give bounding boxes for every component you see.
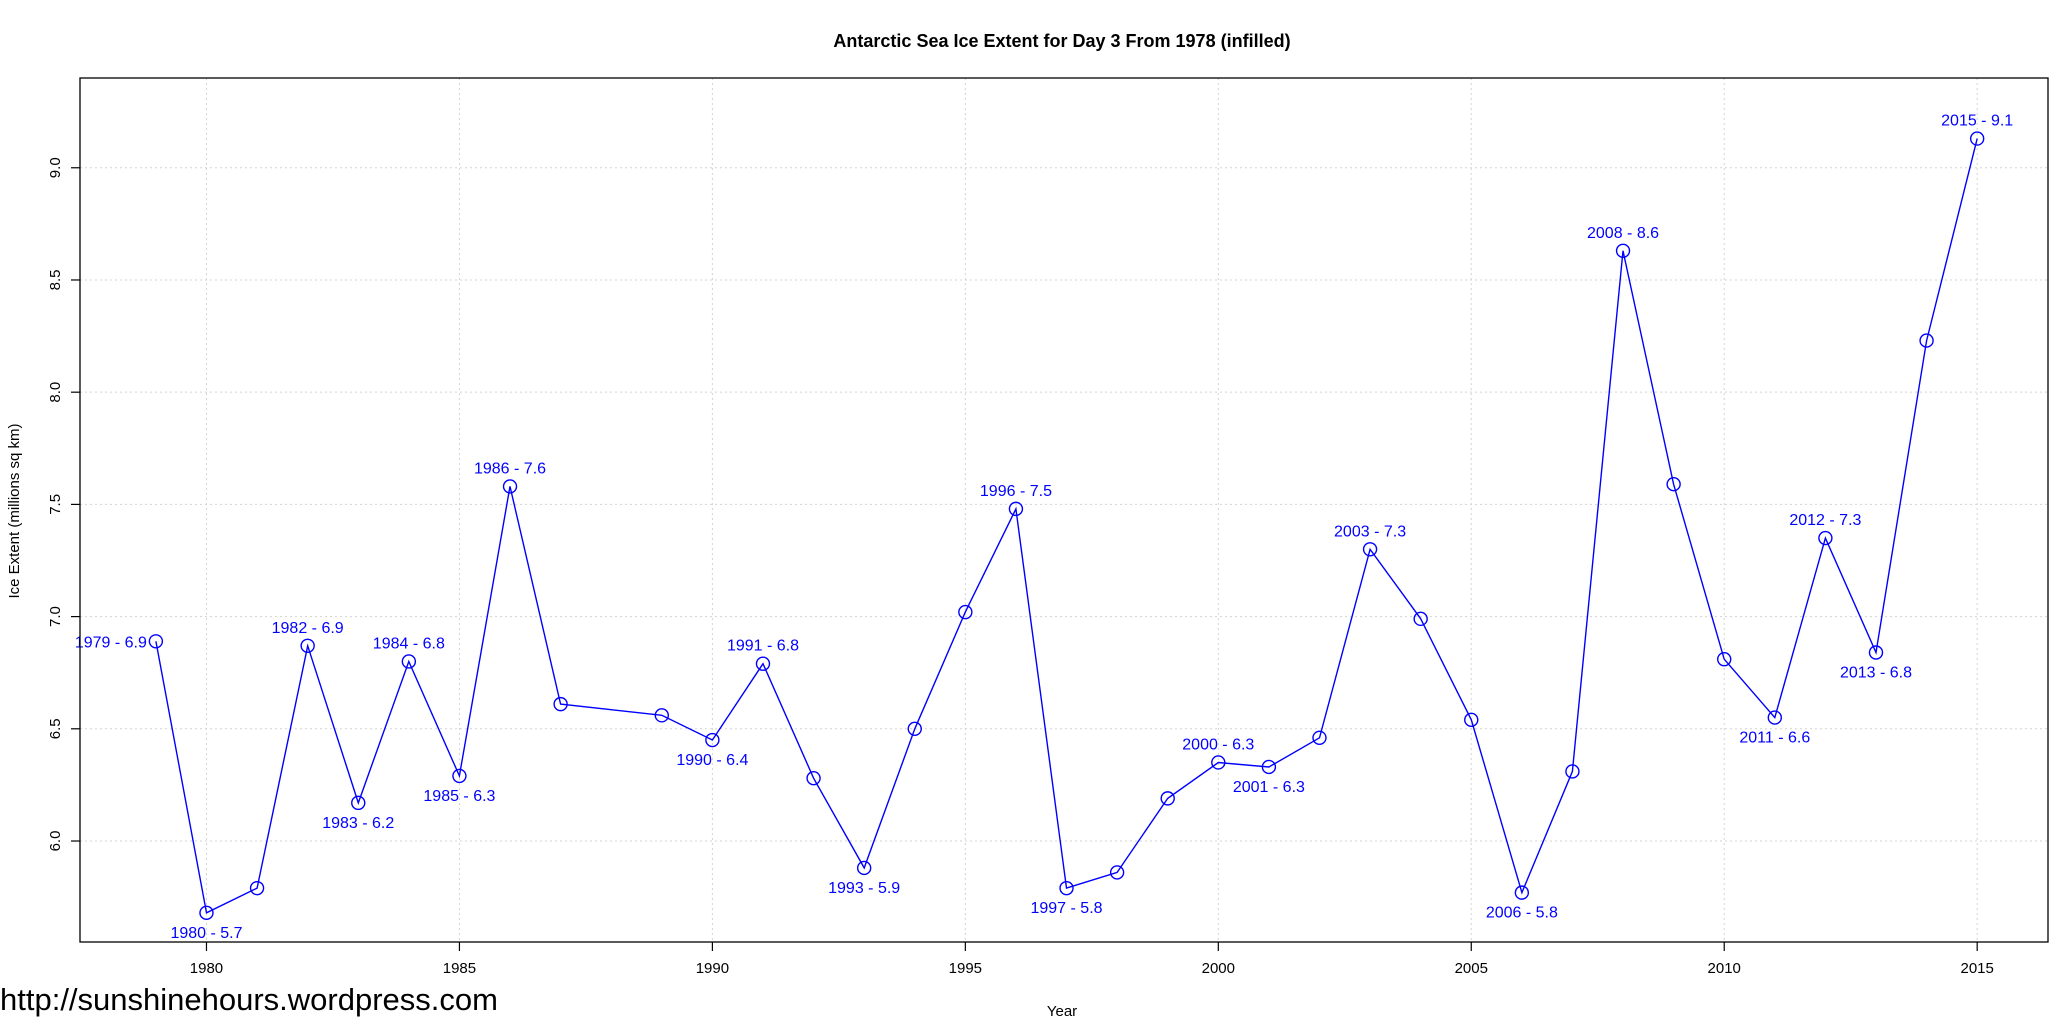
data-label: 2012 - 7.3 <box>1789 512 1861 529</box>
data-point <box>1362 542 1378 557</box>
x-tick-label: 1985 <box>443 960 476 977</box>
data-point <box>351 795 366 811</box>
watermark-url: http://sunshinehours.wordpress.com <box>0 982 498 1017</box>
y-tick-label: 6.5 <box>47 718 64 739</box>
x-tick-label: 1995 <box>949 960 982 977</box>
data-point <box>806 770 821 786</box>
data-point <box>958 604 973 620</box>
x-tick-label: 2015 <box>1960 960 1993 977</box>
y-tick-label: 8.5 <box>47 270 64 291</box>
data-point <box>502 479 518 494</box>
data-point <box>1514 885 1530 900</box>
data-point <box>1464 712 1479 728</box>
data-point <box>1717 652 1732 667</box>
y-tick-label: 6.0 <box>47 831 64 852</box>
data-point <box>553 696 568 712</box>
data-point <box>1818 530 1833 546</box>
data-point <box>300 638 315 653</box>
x-tick-label: 2005 <box>1455 960 1488 977</box>
data-label: 1982 - 6.9 <box>272 620 344 637</box>
data-label: 1990 - 6.4 <box>676 752 748 769</box>
grid-lines <box>80 78 2048 942</box>
data-point <box>1868 645 1884 660</box>
y-tick-label: 7.0 <box>47 606 64 627</box>
data-point <box>1211 755 1226 770</box>
x-axis-label: Year <box>1047 1003 1077 1020</box>
data-label: 1996 - 7.5 <box>980 483 1052 500</box>
data-label: 2013 - 6.8 <box>1840 665 1912 682</box>
data-point <box>654 708 669 723</box>
data-point <box>1969 131 1985 146</box>
data-label: 2011 - 6.6 <box>1739 730 1810 747</box>
data-point <box>1109 865 1125 880</box>
data-point <box>401 654 417 669</box>
y-axis: 6.0 6.5 7.0 7.5 8.0 8.5 9.0 <box>47 157 80 851</box>
y-tick-label: 9.0 <box>47 157 64 178</box>
data-point-markers <box>148 131 1985 921</box>
data-labels: 1979 - 6.9 1980 - 5.7 1982 - 6.9 1983 - 6.2… <box>75 113 2013 942</box>
data-point <box>1565 764 1580 779</box>
data-label: 1993 - 5.9 <box>828 880 900 897</box>
data-point <box>907 721 922 737</box>
data-point <box>1615 243 1631 259</box>
data-point <box>148 634 164 649</box>
plot-frame <box>79 77 2049 943</box>
y-tick-label: 8.0 <box>47 382 64 403</box>
data-label: 2001 - 6.3 <box>1233 779 1305 796</box>
data-point <box>249 880 265 896</box>
data-label: 2008 - 8.6 <box>1587 225 1659 242</box>
data-label: 1983 - 6.2 <box>322 815 394 832</box>
data-label: 1980 - 5.7 <box>170 925 242 942</box>
data-label: 2015 - 9.1 <box>1941 113 2013 130</box>
x-tick-label: 2000 <box>1202 960 1235 977</box>
data-point <box>1413 611 1428 627</box>
x-axis: 1980 1985 1990 1995 2000 2005 2010 2015 <box>190 942 1994 977</box>
data-label: 1991 - 6.8 <box>727 638 799 655</box>
data-label: 1979 - 6.9 <box>75 634 147 651</box>
data-point <box>1059 880 1074 896</box>
data-point <box>1312 730 1327 745</box>
data-point <box>1767 710 1783 725</box>
data-point <box>1919 333 1934 348</box>
data-point <box>705 732 720 748</box>
x-tick-label: 1990 <box>696 960 729 977</box>
data-point <box>755 656 771 671</box>
data-label: 1985 - 6.3 <box>423 788 495 805</box>
data-point <box>452 768 467 784</box>
y-tick-label: 7.5 <box>47 494 64 515</box>
data-point <box>1160 791 1175 806</box>
data-label: 1986 - 7.6 <box>474 460 546 477</box>
y-axis-label: Ice Extent (millions sq km) <box>6 423 23 598</box>
data-point <box>1261 759 1277 775</box>
data-label: 2003 - 7.3 <box>1334 523 1406 540</box>
series-line <box>155 138 1978 914</box>
data-point <box>199 905 214 921</box>
series-line-layer <box>155 138 1978 914</box>
chart-title: Antarctic Sea Ice Extent for Day 3 From … <box>833 31 1290 51</box>
data-label: 1997 - 5.8 <box>1030 900 1102 917</box>
data-label: 2000 - 6.3 <box>1182 736 1254 753</box>
x-tick-label: 1980 <box>190 960 223 977</box>
data-label: 1984 - 6.8 <box>373 635 445 652</box>
data-point <box>1008 501 1024 517</box>
data-point <box>856 860 872 876</box>
x-tick-label: 2010 <box>1708 960 1741 977</box>
data-label: 2006 - 5.8 <box>1486 905 1558 922</box>
data-point <box>1666 476 1681 492</box>
